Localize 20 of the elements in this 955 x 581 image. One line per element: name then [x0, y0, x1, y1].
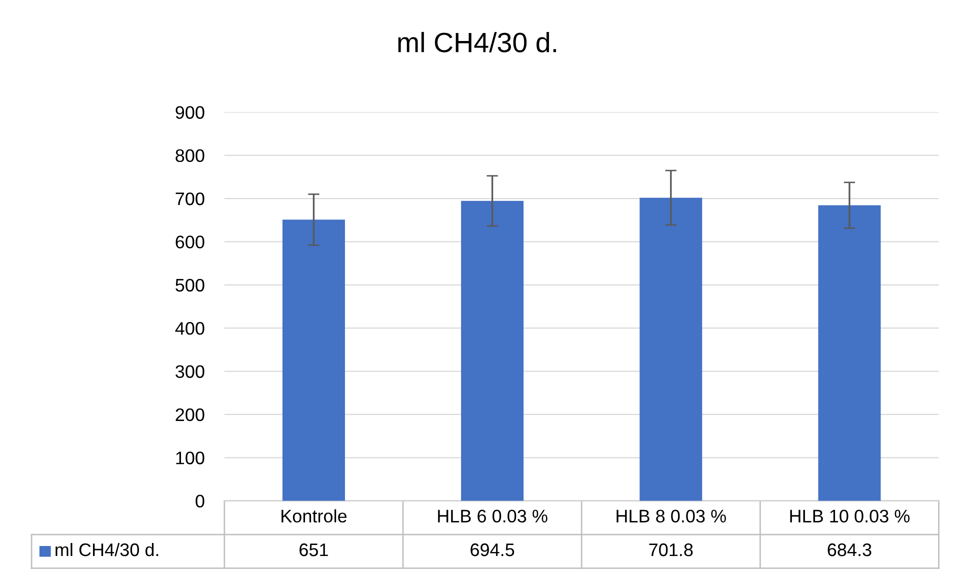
- x-tick-label: HLB 6 0.03 %: [438, 510, 548, 523]
- y-tick-label: 100: [176, 452, 204, 464]
- y-tick-label: 500: [176, 278, 204, 292]
- x-tick-label: Kontrole: [282, 509, 347, 523]
- data-label: 651: [300, 543, 328, 556]
- x-tick-label: HLB 8 0.03 %: [616, 510, 726, 523]
- y-tick-label: 200: [176, 408, 204, 422]
- data-label: 694.5: [470, 543, 514, 556]
- y-tick-label: 700: [176, 192, 204, 206]
- y-tick-label: 900: [176, 106, 204, 119]
- y-tick-label: 400: [175, 322, 204, 335]
- legend-label: ml CH4/30 d.: [56, 542, 158, 556]
- y-tick-label: 0: [196, 494, 204, 508]
- y-tick-label: 800: [176, 149, 204, 162]
- y-tick-label: 300: [176, 365, 204, 378]
- data-label: 701.8: [649, 543, 693, 556]
- y-tick-label: 600: [176, 236, 204, 248]
- chart-title: ml CH4/30 d.: [398, 32, 556, 52]
- data-label: 684.3: [828, 543, 872, 556]
- x-tick-label: HLB 10 0.03 %: [790, 510, 910, 523]
